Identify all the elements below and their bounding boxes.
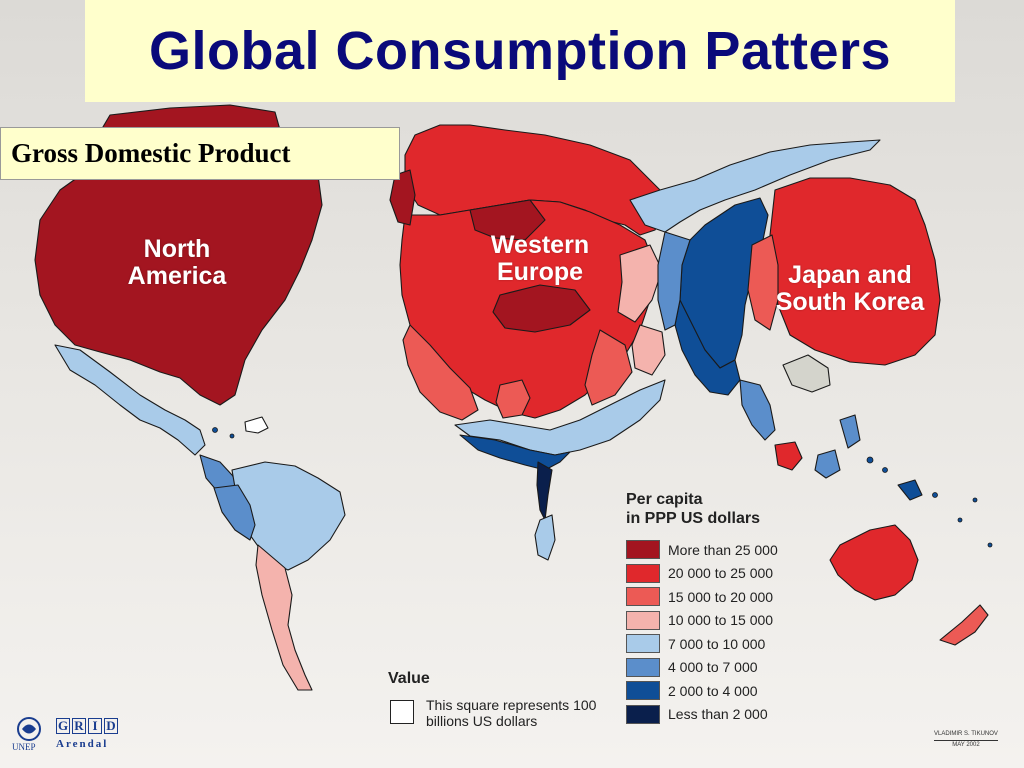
legend-swatch (626, 634, 660, 654)
legend-label: 20 000 to 25 000 (668, 565, 774, 582)
india-shape (674, 299, 741, 396)
value-key-title: Value (388, 670, 430, 687)
legend-item: More than 25 000 (626, 538, 778, 562)
italy-shape (584, 329, 633, 406)
argentina-chile-shape (255, 544, 313, 691)
arendal-text: Arendal (56, 738, 109, 750)
credit-date: MAY 2002 (952, 742, 980, 748)
legend-swatch (626, 681, 660, 701)
legend-label: Less than 2 000 (668, 706, 768, 723)
new-zealand-shape (939, 604, 989, 646)
unep-text: UNEP (12, 742, 36, 752)
iberia-shape (402, 324, 479, 421)
greece-shape (495, 379, 531, 419)
legend-item: 15 000 to 20 000 (626, 585, 778, 609)
legend-label: 15 000 to 20 000 (668, 588, 774, 605)
balkans-shape (631, 324, 666, 376)
legend-item: 7 000 to 10 000 (626, 632, 778, 656)
legend-rows: More than 25 000 20 000 to 25 000 15 000 t… (626, 538, 778, 726)
label-north-america: North America (127, 235, 227, 290)
korea-shape (747, 234, 779, 331)
southeast-asia-shape (739, 379, 776, 441)
legend-label: 2 000 to 4 000 (668, 682, 758, 699)
legend-swatch (626, 587, 660, 607)
south-africa-shape (534, 514, 556, 561)
value-key-text: This square represents 100 billions US d… (426, 697, 597, 729)
label-japan-korea: Japan and South Korea (775, 261, 925, 316)
credit: VLADIMIR S. TIKUNOV MAY 2002 (934, 730, 998, 750)
north-africa-shape (459, 434, 571, 471)
logos: UNEP G R I D Arendal (12, 716, 132, 756)
uk-shape (389, 169, 416, 226)
pacific-islands (212, 427, 993, 548)
legend-item: Less than 2 000 (626, 703, 778, 727)
page-title: Global Consumption Patters (148, 21, 892, 81)
legend-swatch (626, 540, 660, 560)
legend-item: 4 000 to 7 000 (626, 656, 778, 680)
indonesia-shape (814, 449, 841, 479)
australia-shape (829, 524, 919, 601)
legend-swatch (626, 704, 660, 724)
grid-letter: G (56, 718, 70, 734)
legend-item: 2 000 to 4 000 (626, 679, 778, 703)
value-key-square (390, 700, 414, 724)
central-europe-shape (469, 199, 546, 241)
east-europe-shape (617, 244, 663, 323)
legend-swatch (626, 657, 660, 677)
legend-swatch (626, 610, 660, 630)
legend-label: 10 000 to 15 000 (668, 612, 774, 629)
legend-item: 10 000 to 15 000 (626, 609, 778, 633)
africa-horn-shape (536, 461, 553, 521)
philippines-shape (839, 414, 861, 449)
andes-shape (213, 484, 256, 541)
unep-emblem (17, 717, 41, 741)
germany-shape (492, 284, 591, 333)
legend-title: Per capita in PPP US dollars (626, 491, 760, 527)
grid-letter: D (104, 718, 118, 734)
legend-item: 20 000 to 25 000 (626, 562, 778, 586)
legend-label: 7 000 to 10 000 (668, 635, 766, 652)
page-subtitle: Gross Domestic Product (11, 138, 291, 168)
grid-letter: I (88, 718, 102, 734)
russia-shape (629, 139, 881, 233)
title-banner: Global Consumption Patters (85, 0, 955, 102)
legend-label: 4 000 to 7 000 (668, 659, 758, 676)
new-guinea-shape (897, 479, 923, 501)
taiwan-shape (782, 354, 831, 393)
grid-logo: G R I D (56, 718, 118, 734)
label-western-europe: Western Europe (490, 231, 590, 286)
credit-author: VLADIMIR S. TIKUNOV (934, 730, 998, 741)
legend: Per capita in PPP US dollars More than 2… (626, 490, 778, 726)
legend-label: More than 25 000 (668, 541, 778, 558)
europe-north-shape (404, 124, 666, 236)
grid-letter: R (72, 718, 86, 734)
mexico-shape (54, 344, 206, 456)
malaysia-shape (774, 441, 803, 471)
subtitle-banner: Gross Domestic Product (0, 127, 400, 180)
central-asia-shape (657, 231, 691, 331)
value-key: Value This square represents 100 billion… (388, 670, 596, 729)
caribbean-island (244, 416, 269, 434)
legend-swatch (626, 563, 660, 583)
